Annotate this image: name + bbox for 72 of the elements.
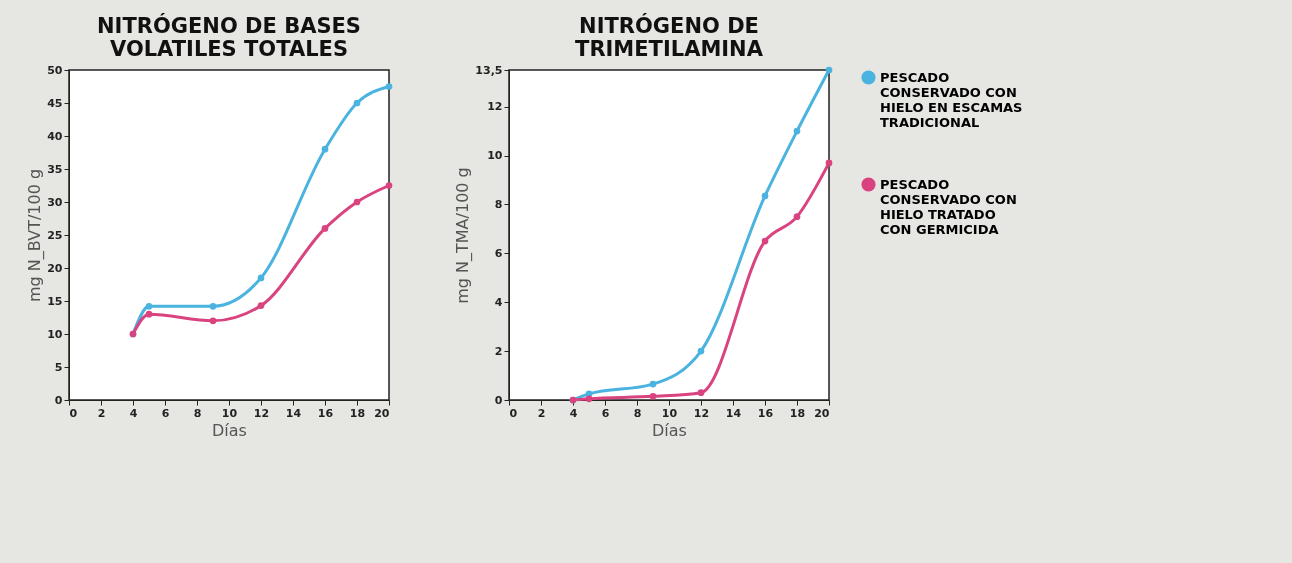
point [825, 66, 833, 74]
point [825, 159, 833, 167]
x-tick-label: 6 [601, 406, 610, 420]
point [761, 192, 769, 200]
y-tick-label: 6 [494, 246, 503, 260]
x-axis-title: Días [212, 420, 247, 440]
y-tick-label: 15 [47, 294, 63, 308]
point [697, 347, 705, 355]
y-tick-label: 13,5 [475, 63, 503, 77]
legend-label: PESCADO CONSERVADO CON HIELO TRATADO CON GERMICIDA [880, 176, 1017, 237]
x-tick-label: 0 [509, 406, 518, 420]
point [321, 225, 329, 232]
y-tick-label: 10 [487, 149, 503, 163]
point [321, 145, 329, 153]
point [353, 99, 361, 107]
x-tick-label: 14 [285, 406, 302, 420]
y-tick-label: 30 [47, 195, 63, 209]
x-axis-title: Días [652, 420, 687, 440]
y-tick-label: 25 [47, 228, 63, 242]
y-axis-title: mg N_BVT/100 g [25, 168, 46, 303]
y-tick-label: 10 [47, 327, 63, 341]
point [145, 302, 153, 310]
x-tick-label: 10 [221, 406, 238, 420]
point [649, 380, 657, 388]
x-tick-label: 8 [193, 406, 202, 420]
point [353, 198, 361, 206]
y-tick-label: 4 [494, 295, 503, 309]
x-tick-label: 16 [317, 406, 334, 420]
y-tick-label: 5 [54, 360, 63, 374]
x-tick-label: 0 [69, 406, 78, 420]
y-tick-label: 12 [487, 100, 503, 114]
point [257, 302, 265, 309]
y-tick-label: 8 [494, 197, 503, 211]
x-tick-label: 14 [725, 406, 742, 420]
x-tick-label: 2 [97, 406, 106, 420]
y-tick-label: 0 [494, 393, 503, 407]
x-tick-label: 8 [633, 406, 642, 420]
chart-title: NITRÓGENO DE TRIMETILAMINA [575, 13, 764, 61]
legend-label: PESCADO CONSERVADO CON HIELO EN ESCAMAS TRADICIONAL [880, 69, 1023, 130]
y-tick-label: 35 [47, 162, 63, 176]
point [697, 389, 705, 397]
point [257, 274, 265, 282]
point [385, 83, 393, 90]
x-tick-label: 4 [569, 406, 578, 420]
y-tick-label: 50 [47, 63, 63, 77]
point [209, 317, 217, 325]
x-tick-label: 12 [253, 406, 270, 420]
x-tick-label: 6 [161, 406, 170, 420]
point [649, 392, 657, 400]
x-tick-label: 10 [661, 406, 678, 420]
x-tick-label: 16 [757, 406, 774, 420]
x-tick-label: 12 [693, 406, 710, 420]
y-tick-label: 45 [47, 96, 63, 110]
point [209, 302, 217, 310]
x-tick-label: 2 [537, 406, 546, 420]
y-tick-label: 20 [47, 261, 63, 275]
x-tick-label: 20 [814, 406, 830, 420]
point [385, 182, 393, 189]
x-tick-label: 18 [349, 406, 366, 420]
x-tick-label: 18 [789, 406, 806, 420]
point [793, 127, 801, 135]
x-tick-label: 4 [129, 406, 138, 420]
y-tick-label: 40 [47, 129, 63, 143]
point [793, 213, 801, 221]
y-tick-label: 2 [494, 344, 503, 358]
y-tick-label: 0 [54, 393, 63, 407]
x-tick-label: 20 [374, 406, 390, 420]
point [145, 310, 153, 318]
chart-title: NITRÓGENO DE BASES VOLATILES TOTALES [97, 13, 361, 61]
point [585, 395, 593, 403]
point [761, 237, 769, 245]
y-axis-title: mg N_TMA/100 g [453, 167, 474, 304]
